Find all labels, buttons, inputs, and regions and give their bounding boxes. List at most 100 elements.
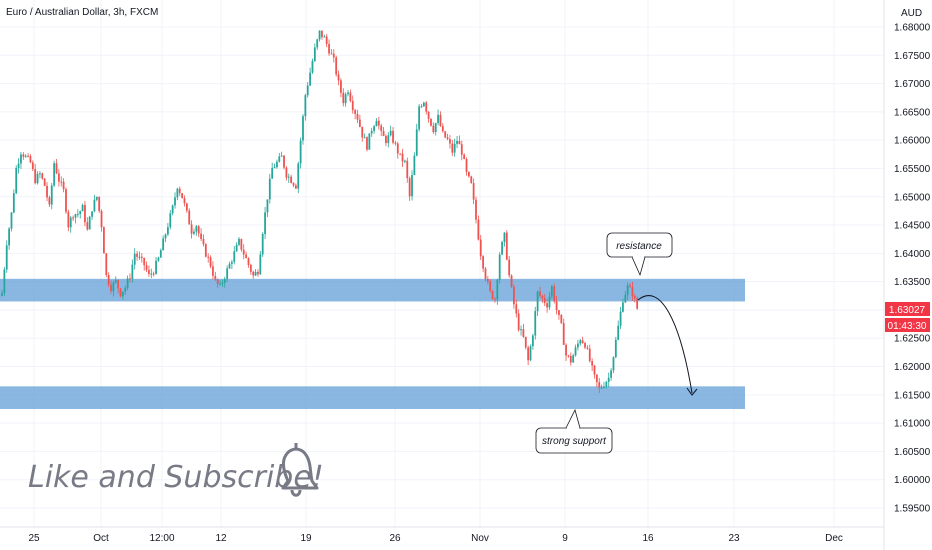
candle-body xyxy=(550,286,553,297)
candle-body xyxy=(515,304,518,314)
candle-body xyxy=(501,241,503,255)
candle-body xyxy=(268,178,271,200)
candle-body xyxy=(302,116,304,141)
candle-body xyxy=(207,256,210,258)
candle-body xyxy=(294,185,297,189)
candle-body xyxy=(491,290,494,299)
candle-body xyxy=(126,278,129,288)
candle-body xyxy=(536,291,539,312)
candle-body xyxy=(221,282,224,284)
candle-body xyxy=(316,39,319,48)
candle-body xyxy=(539,291,541,296)
candle-body xyxy=(36,173,39,184)
candle-body xyxy=(278,156,281,162)
last-price-value: 1.63027 xyxy=(889,305,926,316)
candle-body xyxy=(3,269,6,294)
candle-body xyxy=(335,57,338,75)
candle-body xyxy=(313,47,316,61)
candle-body xyxy=(486,278,489,282)
candle-body xyxy=(470,176,473,184)
bell-icon xyxy=(281,443,319,497)
candle-body xyxy=(72,217,74,219)
candle-body xyxy=(84,204,86,223)
candle-body xyxy=(415,129,418,156)
candle-body xyxy=(489,281,492,291)
candle-body xyxy=(420,106,423,108)
candle-body xyxy=(392,130,394,143)
candle-body xyxy=(610,370,612,378)
candle-body xyxy=(157,257,160,261)
candle-body xyxy=(200,233,202,239)
candle-body xyxy=(86,222,89,230)
candle-body xyxy=(505,232,508,260)
candle-body xyxy=(560,315,563,324)
candle-body xyxy=(541,295,544,299)
candle-body xyxy=(150,273,153,275)
candle-body xyxy=(48,197,51,205)
candle-body xyxy=(107,275,110,285)
candle-body xyxy=(465,158,468,172)
candle-body xyxy=(475,199,477,220)
candle-body xyxy=(380,125,383,131)
y-tick-label: 1.68000 xyxy=(894,23,931,34)
price-axis: AUD 1.68000 1.67500 1.67000 1.66500 1.66000 1… xyxy=(883,0,931,550)
x-tick-label: 25 xyxy=(28,533,40,544)
candle-body xyxy=(264,212,266,234)
candle-body xyxy=(216,279,219,284)
candle-body xyxy=(311,60,314,73)
candle-body xyxy=(254,271,257,276)
candle-body xyxy=(145,265,148,270)
candle-body xyxy=(53,163,56,186)
candle-body xyxy=(148,269,150,275)
candle-body xyxy=(93,199,96,212)
candle-body xyxy=(607,377,610,382)
candle-body xyxy=(138,256,141,258)
candle-body xyxy=(558,310,560,316)
candle-body xyxy=(439,114,442,127)
candle-body xyxy=(467,171,470,177)
candle-body xyxy=(463,154,466,159)
candle-body xyxy=(226,268,229,279)
candle-body xyxy=(368,133,371,150)
candle-body xyxy=(446,137,449,140)
candle-body xyxy=(527,347,530,361)
candle-body xyxy=(69,217,72,228)
resistance-zone xyxy=(0,278,745,302)
candle-body xyxy=(209,257,212,267)
candle-body xyxy=(569,356,572,363)
candle-body xyxy=(498,254,501,280)
candle-body xyxy=(88,216,91,230)
candle-body xyxy=(290,176,293,184)
candle-body xyxy=(425,102,428,112)
chart-title: Euro / Australian Dollar, 3h, FXCM xyxy=(6,7,158,18)
candle-body xyxy=(484,268,487,279)
candle-body xyxy=(548,296,551,308)
candle-body xyxy=(553,286,556,302)
candle-body xyxy=(100,211,103,228)
candle-body xyxy=(494,298,496,300)
candle-body xyxy=(574,347,577,356)
candle-body xyxy=(579,340,582,344)
candle-body xyxy=(349,92,352,101)
support-label: strong support xyxy=(542,436,607,447)
candle-body xyxy=(292,183,295,186)
projection-arrowhead xyxy=(686,387,698,396)
candle-body xyxy=(214,275,217,280)
candle-body xyxy=(8,228,11,246)
candle-body xyxy=(503,232,506,242)
candle-body xyxy=(577,343,579,348)
candle-body xyxy=(624,294,627,303)
x-tick-label: 12 xyxy=(215,533,227,544)
candle-body xyxy=(366,137,368,150)
candle-body xyxy=(195,226,198,232)
y-tick-label: 1.64500 xyxy=(894,221,931,232)
candle-body xyxy=(79,211,82,215)
candle-body xyxy=(46,185,48,198)
candle-body xyxy=(39,173,41,175)
candle-body xyxy=(249,264,252,272)
candle-body xyxy=(422,102,425,107)
candle-body xyxy=(183,198,186,204)
candle-body xyxy=(593,365,596,375)
candle-body xyxy=(304,95,307,117)
candle-body xyxy=(406,160,409,179)
